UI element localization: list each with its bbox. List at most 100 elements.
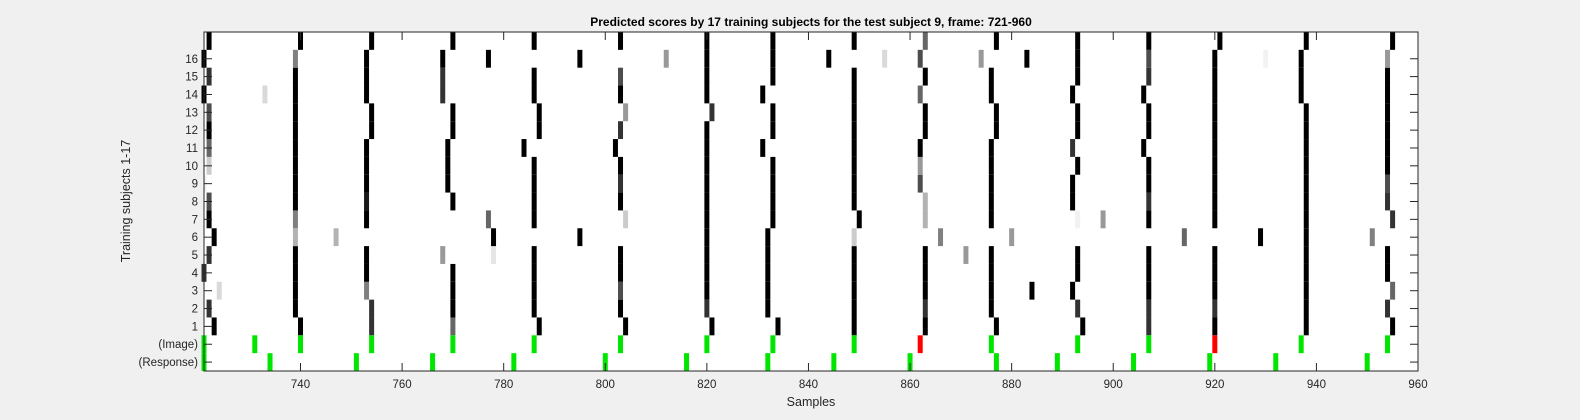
score-cell [938,228,944,247]
score-cell [1212,210,1218,229]
y-tick-label: 7 [192,214,198,226]
image-marker [1146,335,1152,354]
score-cell [922,299,928,318]
response-marker [353,353,359,371]
score-cell [1075,103,1081,122]
score-cell [1303,210,1309,229]
score-cell [1369,228,1375,247]
score-cell [485,49,491,68]
score-cell [1141,139,1147,157]
y-tick-label: 6 [192,232,198,244]
score-cell [531,299,537,318]
score-cell [1303,228,1309,247]
score-cell [364,49,370,68]
score-cell [1024,49,1030,68]
y-tick-label: 11 [186,143,198,155]
plot-area [204,32,1418,371]
image-marker [988,335,994,354]
score-cell [988,139,994,157]
score-cell [364,281,370,300]
score-cell [536,317,542,336]
score-cell [1212,103,1218,122]
score-cell [1212,121,1218,140]
score-cell [988,299,994,318]
score-cell [369,121,375,140]
y-tick-label: 5 [192,250,198,262]
score-cell [1212,246,1218,264]
score-cell [704,121,710,140]
score-cell [1075,49,1081,68]
score-cell [531,67,537,86]
score-cell [298,32,304,50]
score-cell [298,317,304,336]
score-cell [851,174,857,193]
score-cell [364,139,370,157]
score-cell [1080,317,1086,336]
score-cell [1146,192,1152,211]
response-marker [765,353,771,371]
score-cell [292,103,298,122]
score-cell [369,103,375,122]
score-cell [1075,32,1081,50]
x-tick-label: 960 [1408,379,1427,391]
score-cell [988,67,994,86]
score-cell [618,67,624,86]
score-cell [623,103,629,122]
score-cell [1141,85,1147,104]
score-cell [1070,174,1076,193]
score-cell [211,317,217,336]
score-cell [1070,281,1076,300]
score-cell [1075,246,1081,264]
score-cell [851,192,857,211]
score-cell [760,85,766,104]
score-cell [1385,139,1391,157]
image-marker [917,335,923,354]
score-cell [1303,299,1309,318]
score-cell [1303,174,1309,193]
score-cell [1075,299,1081,318]
x-tick-label: 840 [799,379,818,391]
response-marker [1273,353,1279,371]
score-cell [704,32,710,50]
score-cell [765,299,771,318]
response-marker [831,353,837,371]
score-cell [450,317,456,336]
y-tick-label: 14 [185,89,198,101]
response-marker [993,353,999,371]
score-cell [704,156,710,175]
score-cell [292,192,298,211]
x-tick-label: 740 [291,379,310,391]
score-cell [1212,85,1218,104]
score-cell [364,192,370,211]
score-cell [770,192,776,211]
score-cell [1146,317,1152,336]
score-cell [531,210,537,229]
score-cell [1385,85,1391,104]
score-cell [450,281,456,300]
y-tick-label: 8 [192,197,198,209]
score-cell [531,174,537,193]
score-cell [531,192,537,211]
score-cell [364,85,370,104]
score-cell [988,246,994,264]
score-cell [988,281,994,300]
score-cell [775,317,781,336]
score-cell [993,103,999,122]
y-axis-label: Training subjects 1-17 [119,140,133,263]
score-cell [292,49,298,68]
score-cell [531,32,537,50]
score-cell [364,174,370,193]
score-cell [1303,317,1309,336]
image-marker [1212,335,1218,354]
score-cell [1146,32,1152,50]
score-cell [1390,32,1396,50]
score-cell [704,192,710,211]
score-cell [618,32,624,50]
score-cell [851,246,857,264]
response-marker [1207,353,1213,371]
score-cell [1181,228,1187,247]
score-cell [450,32,456,50]
x-tick-label: 780 [494,379,513,391]
score-cell [1146,174,1152,193]
y-tick-label: 10 [185,161,198,173]
